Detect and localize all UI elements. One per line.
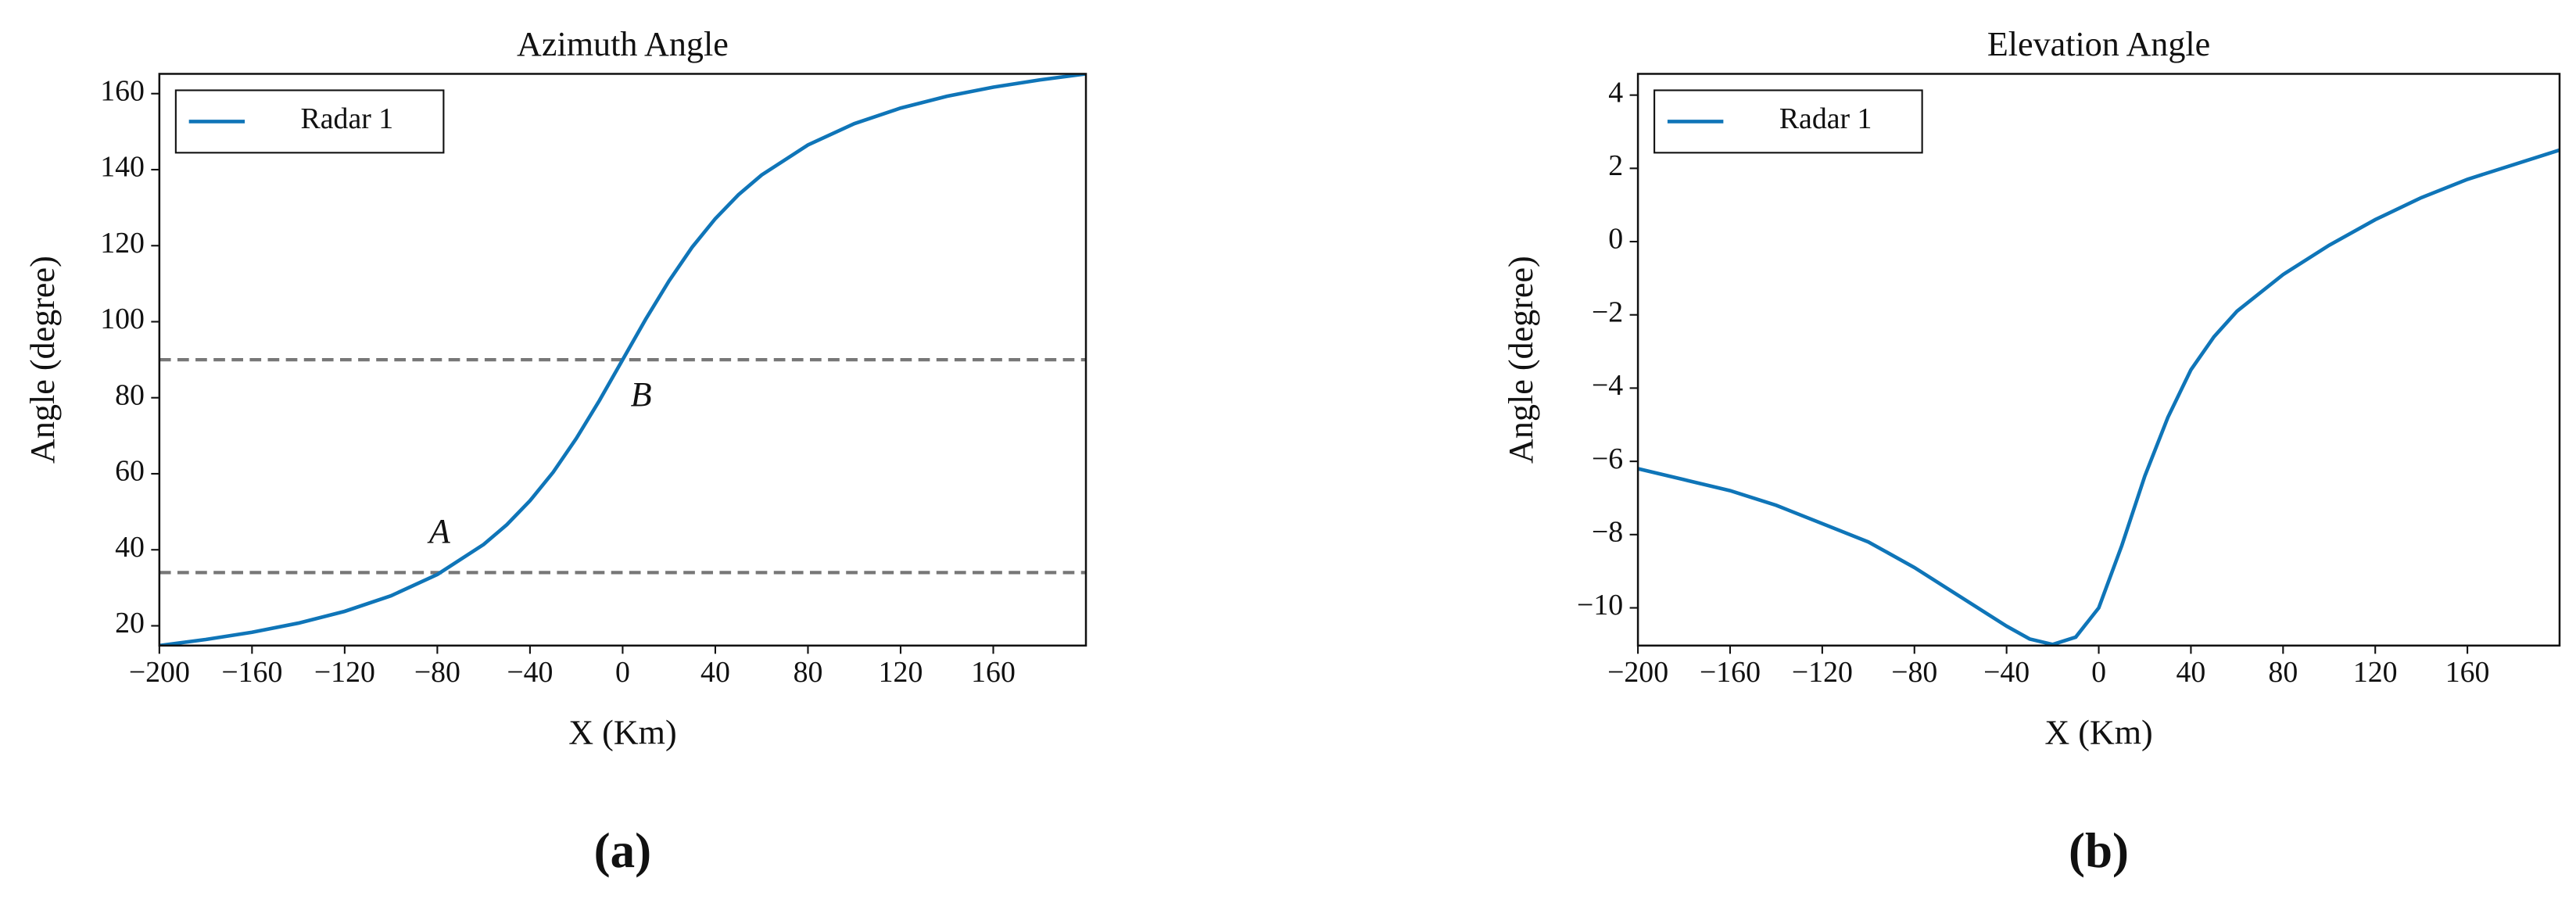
caption: (a) [594, 823, 652, 878]
x-tick-label: 160 [2445, 656, 2490, 689]
x-tick-label: −160 [1700, 656, 1761, 689]
x-tick-label: −40 [1983, 656, 2030, 689]
chart-title: Elevation Angle [1987, 25, 2210, 63]
y-axis-label: Angle (degree) [1502, 256, 1540, 464]
x-axis-label: X (Km) [2044, 713, 2152, 751]
plot-frame [1636, 73, 2561, 647]
x-tick-label: 80 [2268, 656, 2298, 689]
x-tick-label: 0 [615, 656, 630, 689]
y-tick-label: −2 [1592, 296, 1623, 328]
x-tick-label: −40 [507, 656, 553, 689]
legend-label: Radar 1 [1779, 102, 1872, 135]
y-tick-label: −10 [1577, 589, 1623, 622]
series-line [159, 73, 1087, 646]
x-tick-label: 80 [794, 656, 823, 689]
y-tick-label: 160 [100, 74, 145, 107]
chart: Azimuth Angle X (Km) Angle (degree) (a) −200… [23, 25, 1087, 878]
x-tick-label: −80 [1891, 656, 1937, 689]
y-tick-label: −8 [1592, 515, 1623, 548]
x-tick-label: −160 [221, 656, 282, 689]
x-tick-label: −120 [1792, 656, 1853, 689]
y-tick-label: 100 [100, 303, 145, 335]
plot-frame [158, 73, 1087, 647]
y-tick-label: 20 [115, 607, 145, 640]
legend: Radar 1 [1653, 89, 1923, 154]
legend: Radar 1 [174, 89, 445, 154]
legend-label: Radar 1 [301, 102, 394, 135]
x-tick-label: −120 [314, 656, 375, 689]
x-axis-label: X (Km) [568, 713, 676, 751]
x-tick-label: −200 [1607, 656, 1668, 689]
y-tick-label: 80 [115, 378, 145, 411]
y-tick-label: 120 [100, 227, 145, 260]
x-tick-label: 40 [2177, 656, 2206, 689]
series-line [1638, 148, 2560, 646]
chart-title: Azimuth Angle [517, 25, 729, 63]
y-tick-label: 40 [115, 531, 145, 564]
y-tick-label: −6 [1592, 442, 1623, 475]
x-tick-label: 40 [700, 656, 730, 689]
y-tick-label: 60 [115, 455, 145, 488]
x-tick-label: 120 [2353, 656, 2398, 689]
annotation: B [631, 375, 652, 414]
x-tick-label: −200 [129, 656, 190, 689]
chart: Elevation Angle X (Km) Angle (degree) (b) −2… [1502, 25, 2561, 878]
y-tick-label: 0 [1608, 223, 1623, 256]
x-tick-label: 160 [971, 656, 1016, 689]
x-tick-label: −80 [414, 656, 460, 689]
x-tick-label: 0 [2091, 656, 2106, 689]
y-tick-label: 140 [100, 151, 145, 184]
x-tick-label: 120 [879, 656, 923, 689]
y-tick-label: −4 [1592, 369, 1623, 402]
caption: (b) [2069, 823, 2129, 878]
y-tick-label: 2 [1608, 149, 1623, 182]
y-axis-label: Angle (degree) [23, 256, 62, 464]
annotation: A [427, 512, 451, 550]
y-tick-label: 4 [1608, 76, 1623, 109]
